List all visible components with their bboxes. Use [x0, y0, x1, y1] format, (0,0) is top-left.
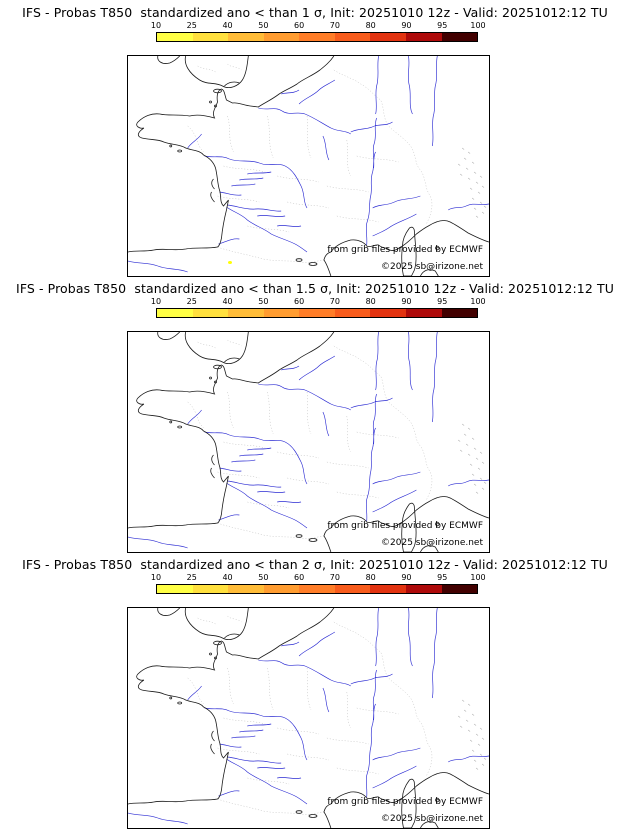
map-canvas: from grib files provided by ECMWF ©2025 …	[127, 607, 490, 829]
legend-color-segment	[299, 33, 335, 41]
legend-color-segment	[157, 33, 193, 41]
legend-color-segment	[334, 33, 371, 41]
map-canvas: from grib files provided by ECMWF ©2025 …	[127, 331, 490, 553]
legend-tick-label: 40	[222, 573, 233, 582]
map-svg	[128, 332, 489, 552]
map-svg	[128, 56, 489, 276]
legend-colorbar	[156, 584, 478, 594]
legend-tick-label: 40	[222, 297, 233, 306]
legend-tick-label: 100	[470, 297, 486, 306]
probability-spot	[228, 261, 232, 264]
legend-tick-label: 40	[222, 21, 233, 30]
credit-copyright: ©2025 sb@irizone.net	[381, 814, 483, 824]
legend-tick-label: 25	[186, 297, 197, 306]
legend-tick-label: 70	[329, 573, 340, 582]
probability-legend: 10 25 40 50 60 70 80 90 95 100	[151, 573, 486, 594]
legend-tick-label: 100	[470, 573, 486, 582]
legend-tick-label: 60	[294, 573, 305, 582]
legend-tick-label: 50	[258, 573, 269, 582]
legend-tick-label: 80	[365, 573, 376, 582]
legend-tick-label: 100	[470, 21, 486, 30]
legend-tick-label: 70	[329, 297, 340, 306]
legend-tick-label: 90	[401, 573, 412, 582]
legend-color-segment	[192, 309, 229, 317]
legend-tick-label: 95	[437, 573, 448, 582]
legend-color-segment	[441, 309, 478, 317]
legend-color-segment	[405, 309, 442, 317]
panel-title: IFS - Probas T850 standardized ano < tha…	[16, 281, 614, 296]
map-canvas: from grib files provided by ECMWF ©2025 …	[127, 55, 490, 277]
legend-color-segment	[157, 309, 193, 317]
credit-ecmwf: from grib files provided by ECMWF	[327, 797, 483, 807]
legend-tick-label: 95	[437, 21, 448, 30]
map-panel-sigma-1-5: IFS - Probas T850 standardized ano < tha…	[0, 276, 630, 553]
legend-color-segment	[157, 585, 193, 593]
legend-color-segment	[299, 309, 335, 317]
legend-tick-label: 80	[365, 21, 376, 30]
legend-color-segment	[228, 585, 264, 593]
legend-color-segment	[441, 585, 478, 593]
legend-tick-label: 60	[294, 21, 305, 30]
legend-colorbar	[156, 308, 478, 318]
probability-legend: 10 25 40 50 60 70 80 90 95 100	[151, 21, 486, 42]
legend-tick-label: 10	[150, 573, 162, 582]
credit-ecmwf: from grib files provided by ECMWF	[327, 521, 483, 531]
legend-colorbar	[156, 32, 478, 42]
legend-tick-label: 60	[294, 297, 305, 306]
panel-title: IFS - Probas T850 standardized ano < tha…	[22, 557, 608, 572]
legend-color-segment	[192, 33, 229, 41]
legend-tick-label: 50	[258, 21, 269, 30]
legend-color-segment	[228, 33, 264, 41]
probability-legend: 10 25 40 50 60 70 80 90 95 100	[151, 297, 486, 318]
legend-tick-label: 90	[401, 21, 412, 30]
legend-tick-label: 10	[150, 21, 162, 30]
legend-color-segment	[263, 585, 300, 593]
map-panel-sigma-1: IFS - Probas T850 standardized ano < tha…	[0, 0, 630, 277]
map-artwork	[128, 332, 489, 552]
legend-tick-label: 80	[365, 297, 376, 306]
credit-copyright: ©2025 sb@irizone.net	[381, 538, 483, 548]
legend-color-segment	[263, 309, 300, 317]
map-artwork	[128, 608, 489, 828]
panel-title: IFS - Probas T850 standardized ano < tha…	[22, 5, 608, 20]
legend-tick-label: 95	[437, 297, 448, 306]
legend-tick-label: 10	[150, 297, 162, 306]
legend-color-segment	[370, 33, 406, 41]
map-svg	[128, 608, 489, 828]
legend-color-segment	[228, 309, 264, 317]
legend-tick-row: 10 25 40 50 60 70 80 90 95 100	[151, 21, 486, 31]
legend-color-segment	[405, 585, 442, 593]
legend-tick-label: 70	[329, 21, 340, 30]
legend-color-segment	[370, 309, 406, 317]
legend-color-segment	[299, 585, 335, 593]
legend-tick-label: 50	[258, 297, 269, 306]
legend-color-segment	[192, 585, 229, 593]
legend-color-segment	[405, 33, 442, 41]
map-artwork	[128, 56, 489, 276]
legend-tick-label: 25	[186, 573, 197, 582]
legend-tick-row: 10 25 40 50 60 70 80 90 95 100	[151, 297, 486, 307]
legend-color-segment	[263, 33, 300, 41]
legend-tick-label: 90	[401, 297, 412, 306]
legend-color-segment	[334, 309, 371, 317]
legend-tick-label: 25	[186, 21, 197, 30]
credit-copyright: ©2025 sb@irizone.net	[381, 262, 483, 272]
legend-color-segment	[334, 585, 371, 593]
map-panel-sigma-2: IFS - Probas T850 standardized ano < tha…	[0, 552, 630, 829]
legend-tick-row: 10 25 40 50 60 70 80 90 95 100	[151, 573, 486, 583]
legend-color-segment	[441, 33, 478, 41]
legend-color-segment	[370, 585, 406, 593]
credit-ecmwf: from grib files provided by ECMWF	[327, 245, 483, 255]
